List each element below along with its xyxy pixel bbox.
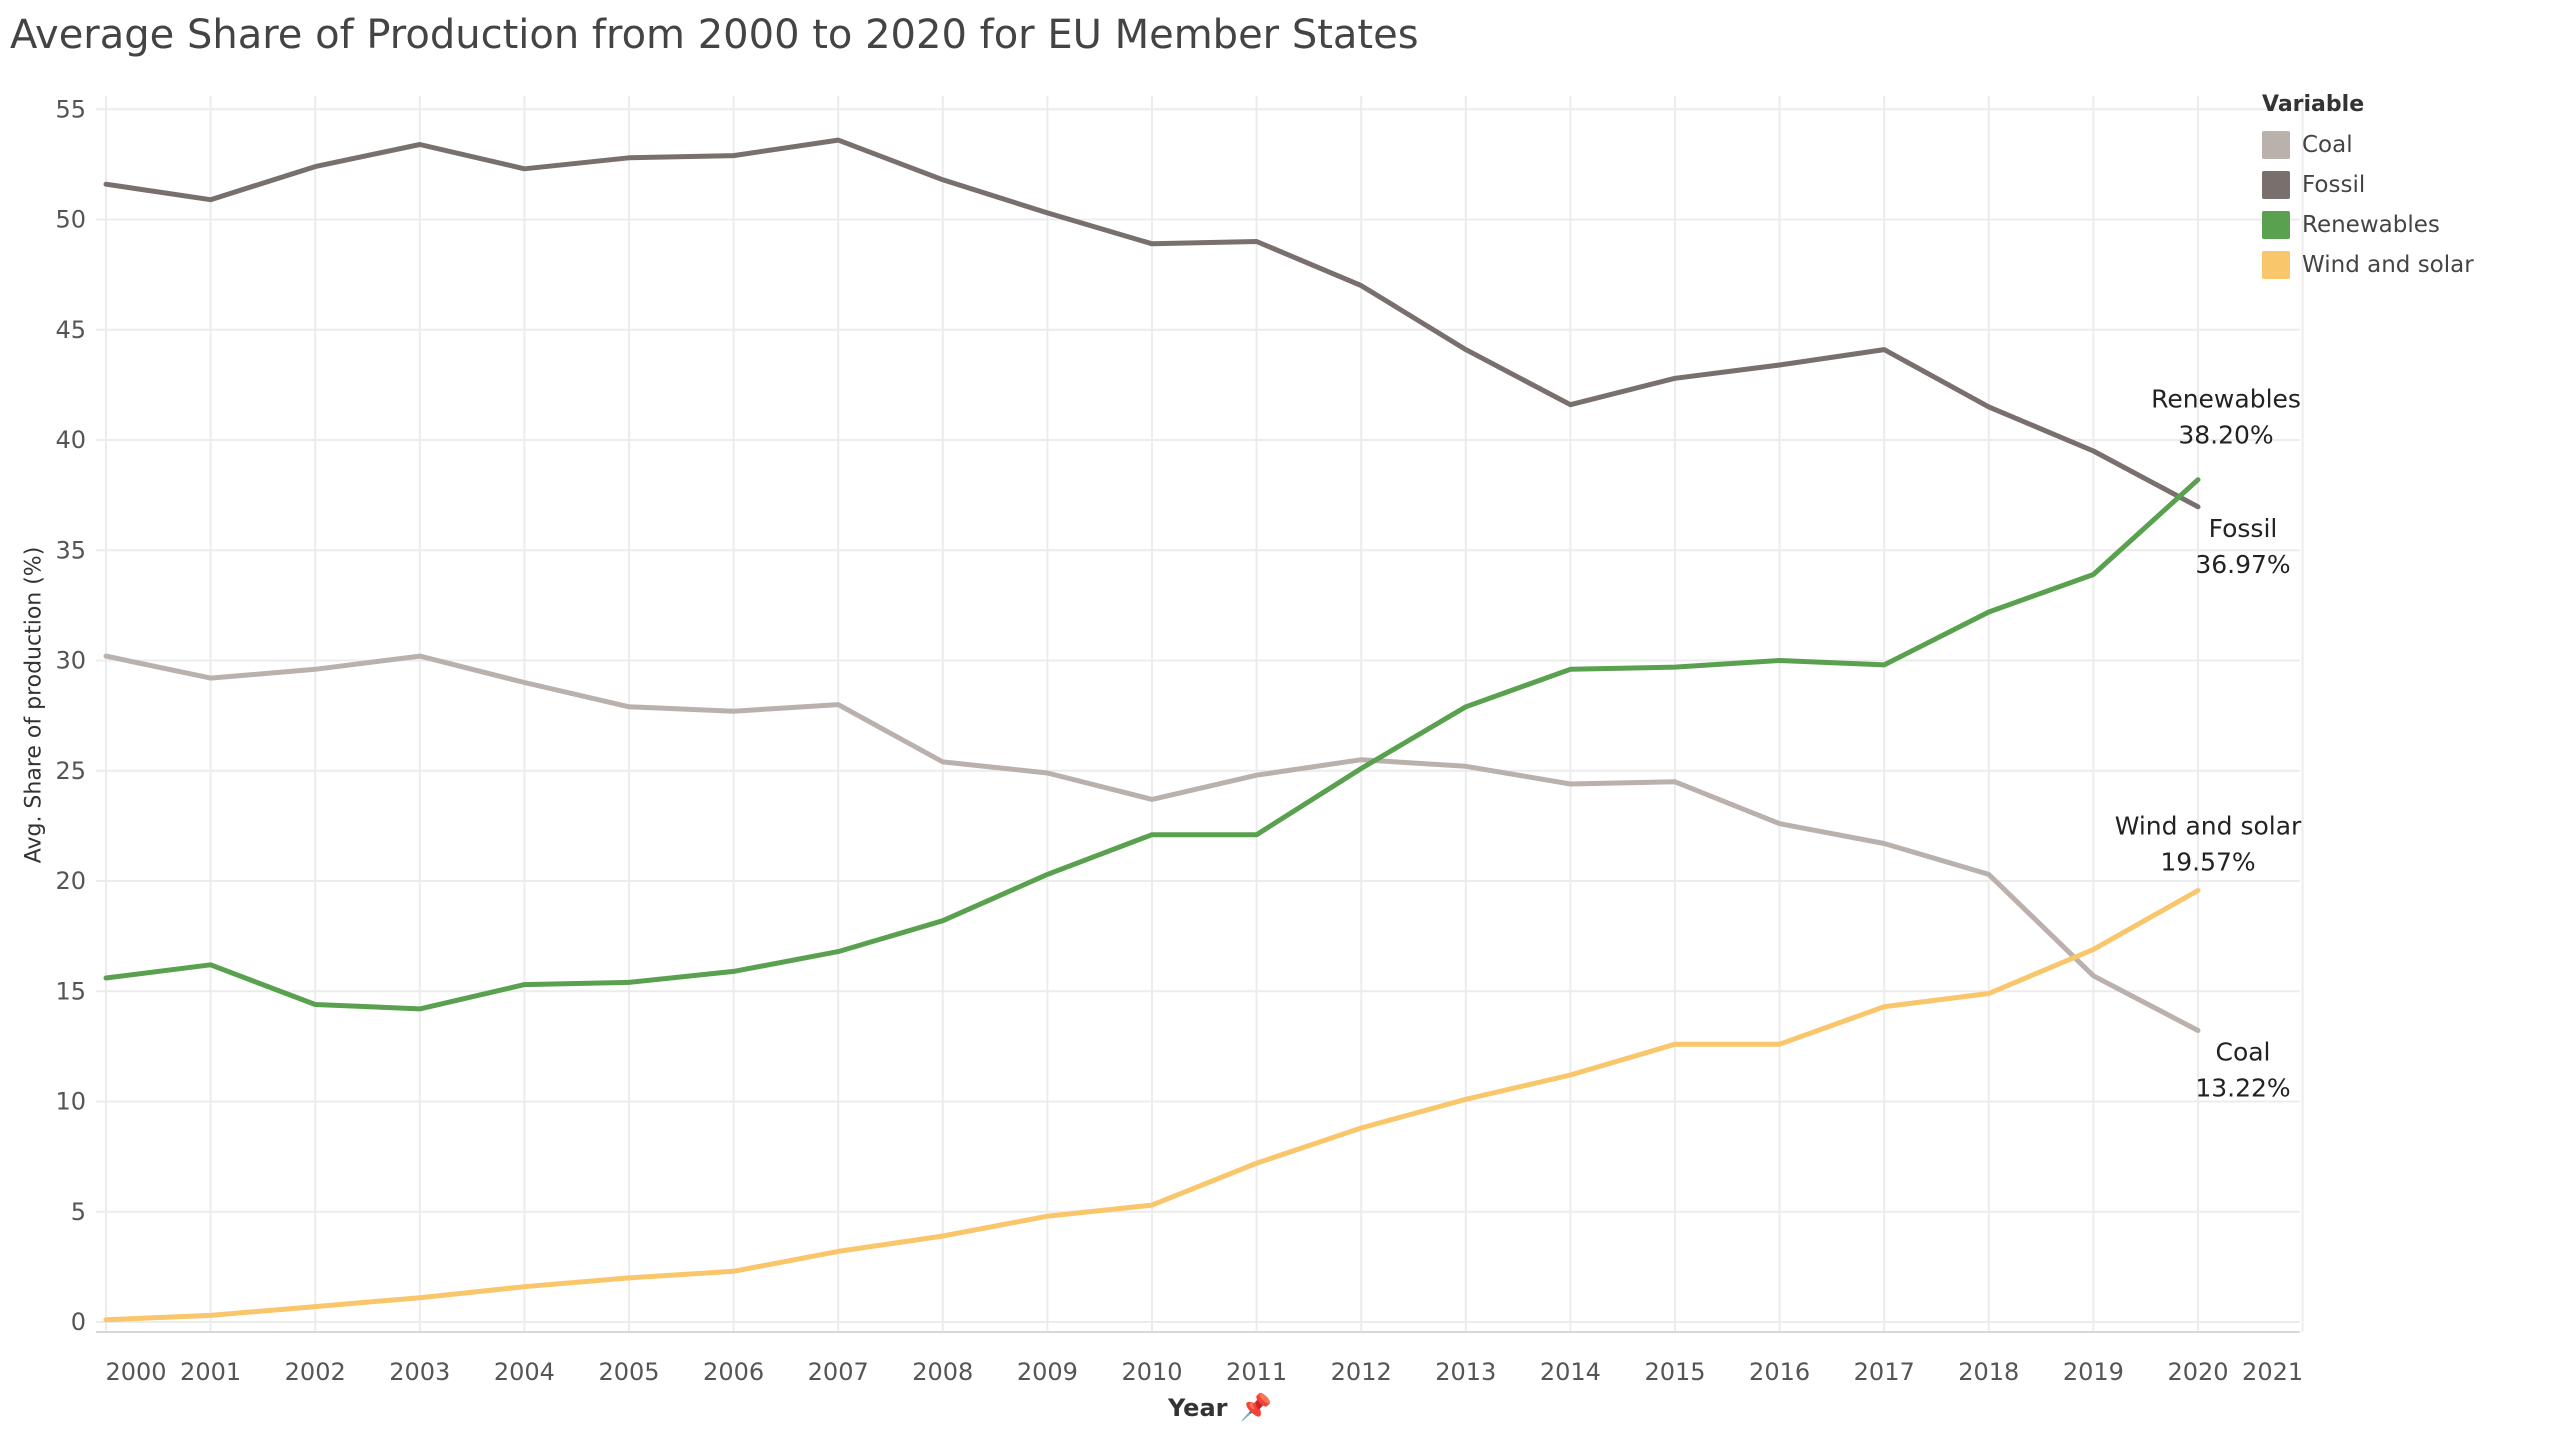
end-label-name-coal: Coal: [2215, 1037, 2270, 1066]
legend-item-renewables[interactable]: Renewables: [2262, 205, 2474, 245]
y-tick-label: 0: [71, 1308, 86, 1336]
end-label-name-fossil: Fossil: [2209, 514, 2278, 543]
series-line-coal: [103, 653, 2201, 1033]
y-tick-label: 5: [71, 1198, 86, 1226]
x-tick-label: 2005: [598, 1358, 659, 1386]
chart-title: Average Share of Production from 2000 to…: [10, 12, 1419, 58]
axis-layer: 0 5 10 15 20 25 30 35 40 45 50 55 2000 2001 2002 2003 20…: [55, 95, 2303, 1386]
x-tick-label: 2002: [285, 1358, 346, 1386]
y-tick-label: 15: [55, 977, 86, 1005]
legend: Variable Coal Fossil Renewables Wind and so…: [2262, 92, 2474, 285]
x-tick-label: 2004: [494, 1358, 555, 1386]
series-line-fossil: [103, 137, 2201, 510]
x-axis-title-label: Year: [1168, 1394, 1228, 1422]
x-tick-label: 2007: [808, 1358, 869, 1386]
end-label-value-fossil: 36.97%: [2195, 550, 2290, 579]
legend-swatch: [2262, 131, 2290, 159]
x-tick-label: 2003: [389, 1358, 450, 1386]
y-tick-label: 25: [55, 757, 86, 785]
series-line-wind-and-solar: [103, 888, 2201, 1323]
x-axis-title[interactable]: Year 📌: [1168, 1393, 1272, 1423]
x-tick-label: 2000: [105, 1358, 166, 1386]
legend-item-fossil[interactable]: Fossil: [2262, 165, 2474, 205]
legend-title: Variable: [2262, 92, 2365, 117]
x-tick-label: 2009: [1017, 1358, 1078, 1386]
legend-label: Fossil: [2302, 172, 2366, 198]
end-label-value-renewables: 38.20%: [2178, 421, 2273, 450]
pin-icon[interactable]: 📌: [1239, 1393, 1272, 1423]
legend-swatch: [2262, 251, 2290, 279]
y-tick-label: 30: [55, 647, 86, 675]
series-layer: [103, 137, 2201, 1323]
x-tick-label: 2017: [1854, 1358, 1915, 1386]
end-label-value-wind-and-solar: 19.57%: [2160, 847, 2255, 876]
legend-items: Coal Fossil Renewables Wind and solar: [2262, 125, 2474, 285]
y-tick-label: 40: [55, 426, 86, 454]
y-tick-label: 55: [55, 95, 86, 123]
y-tick-label: 50: [55, 206, 86, 234]
x-tick-label: 2019: [2063, 1358, 2124, 1386]
y-tick-label: 20: [55, 867, 86, 895]
x-tick-label: 2020: [2167, 1358, 2228, 1386]
y-tick-label: 10: [55, 1088, 86, 1116]
y-tick-label: 45: [55, 316, 86, 344]
end-label-layer: Coal 13.22% Fossil 36.97% Renewables 38.20% Wi…: [2115, 385, 2302, 1103]
x-tick-label: 2018: [1958, 1358, 2019, 1386]
legend-label: Wind and solar: [2302, 252, 2474, 278]
x-tick-label: 2013: [1435, 1358, 1496, 1386]
legend-swatch: [2262, 211, 2290, 239]
x-tick-label: 2010: [1121, 1358, 1182, 1386]
legend-swatch: [2262, 171, 2290, 199]
legend-label: Renewables: [2302, 212, 2440, 238]
series-line-renewables: [103, 477, 2201, 1012]
x-tick-label: 2021: [2242, 1358, 2303, 1386]
x-tick-label: 2016: [1749, 1358, 1810, 1386]
x-tick-label: 2001: [180, 1358, 241, 1386]
x-tick-label: 2011: [1226, 1358, 1287, 1386]
legend-item-wind-and-solar[interactable]: Wind and solar: [2262, 245, 2474, 285]
x-tick-label: 2014: [1540, 1358, 1601, 1386]
x-tick-label: 2006: [703, 1358, 764, 1386]
end-label-name-wind-and-solar: Wind and solar: [2115, 811, 2302, 840]
legend-item-coal[interactable]: Coal: [2262, 125, 2474, 165]
grid-layer: [96, 96, 2304, 1332]
x-tick-label: 2015: [1644, 1358, 1705, 1386]
end-label-value-coal: 13.22%: [2195, 1073, 2290, 1102]
y-tick-label: 35: [55, 536, 86, 564]
y-axis-title: Avg. Share of production (%): [21, 546, 47, 864]
x-tick-label: 2008: [912, 1358, 973, 1386]
x-tick-label: 2012: [1331, 1358, 1392, 1386]
legend-label: Coal: [2302, 132, 2353, 158]
end-label-name-renewables: Renewables: [2151, 385, 2301, 414]
